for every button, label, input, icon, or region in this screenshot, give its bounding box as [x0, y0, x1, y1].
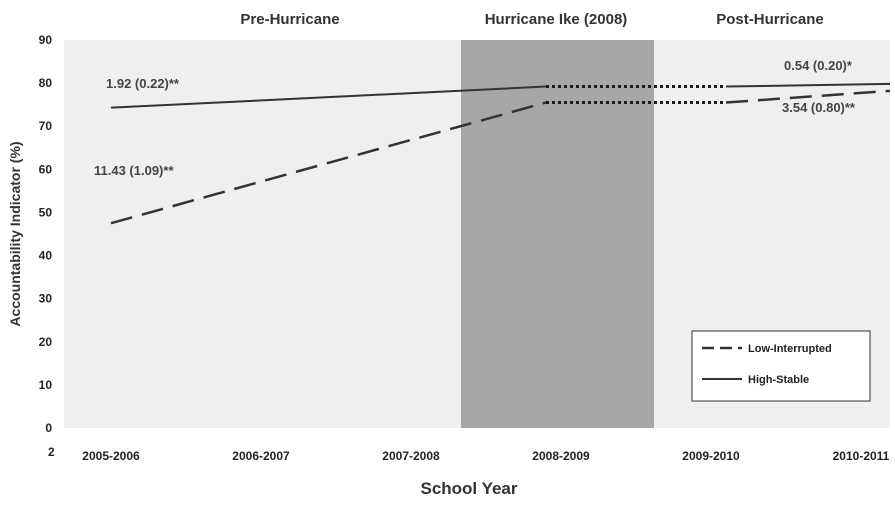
- annotation-high-stable-pre: 1.92 (0.22)**: [106, 76, 180, 91]
- x-tick-label: 2007-2008: [382, 449, 440, 463]
- y-tick-label: 40: [39, 249, 53, 263]
- y-tick-label: 10: [39, 378, 53, 392]
- high-stable-line-segment: [110, 85, 547, 109]
- period-label-pre: Pre-Hurricane: [240, 11, 339, 28]
- high-stable-line-segment: [725, 82, 891, 88]
- low-interrupted-line-segment: [110, 101, 547, 225]
- x-axis-title: School Year: [420, 479, 517, 498]
- x-axis-ticks: 2005-2006 2006-2007 2007-2008 2008-2009 2009…: [82, 449, 889, 463]
- hurricane-band: [461, 40, 654, 428]
- x-tick-label: 2009-2010: [682, 449, 740, 463]
- period-label-post: Post-Hurricane: [716, 11, 824, 28]
- stray-label: 2: [48, 445, 55, 459]
- legend-box: [691, 330, 871, 402]
- legend-label-high-stable: High-Stable: [748, 374, 809, 386]
- legend-label-low-interrupted: Low-Interrupted: [748, 343, 832, 355]
- x-tick-label: 2006-2007: [232, 449, 290, 463]
- x-tick-label: 2008-2009: [532, 449, 590, 463]
- y-tick-label: 50: [39, 205, 53, 219]
- y-tick-label: 0: [45, 421, 52, 435]
- annotation-low-interrupted-pre: 11.43 (1.09)**: [94, 163, 174, 178]
- annotation-low-interrupted-post: 3.54 (0.80)**: [782, 100, 856, 115]
- annotation-high-stable-post: 0.54 (0.20)*: [784, 58, 853, 73]
- x-tick-label: 2010-2011: [833, 449, 890, 463]
- x-tick-label: 2005-2006: [82, 449, 140, 463]
- legend: Low-Interrupted High-Stable: [691, 330, 871, 402]
- series-layer: [110, 82, 891, 225]
- y-tick-label: 70: [39, 119, 53, 133]
- y-tick-label: 60: [39, 162, 53, 176]
- low-interrupted-line-segment: [725, 89, 891, 104]
- y-axis-ticks: 0 10 20 30 40 50 60 70 80 90: [39, 33, 53, 435]
- period-label-hurricane: Hurricane Ike (2008): [485, 11, 628, 28]
- y-tick-label: 80: [39, 76, 53, 90]
- y-axis-title: Accountability Indicator (%): [7, 141, 23, 326]
- y-tick-label: 30: [39, 292, 53, 306]
- y-tick-label: 20: [39, 335, 53, 349]
- y-tick-label: 90: [39, 33, 53, 47]
